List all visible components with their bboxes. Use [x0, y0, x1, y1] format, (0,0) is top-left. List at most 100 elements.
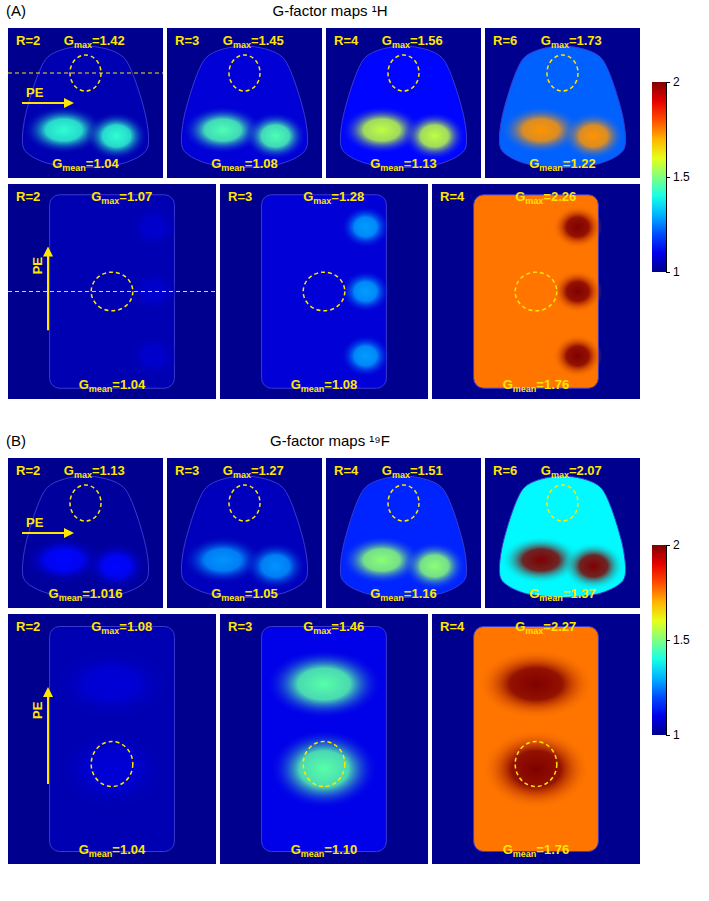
gmax-label: Gmax=1.56: [382, 33, 443, 50]
gmean-label: Gmean=1.16: [370, 586, 437, 603]
label-subscript: max: [74, 470, 92, 480]
tick: 1.5: [666, 170, 690, 184]
phantom-body: [499, 46, 625, 168]
panel-background: [8, 28, 163, 178]
label-subscript: mean: [539, 593, 563, 603]
section: (A)G-factor maps ¹HPER=2Gmax=1.42Gmean=1…: [6, 2, 690, 399]
map-panel: PER=2Gmax=1.08Gmean=1.04: [8, 614, 216, 864]
panel-letter: (A): [6, 2, 26, 19]
label-subscript: mean: [89, 849, 113, 859]
plot-area: [485, 458, 640, 608]
map-panel: PER=2Gmax=1.07Gmean=1.04: [8, 184, 216, 399]
tick-mark: [666, 735, 670, 736]
section: (B)G-factor maps ¹⁹FPER=2Gmax=1.13Gmean=…: [6, 432, 690, 864]
roi: [303, 272, 345, 311]
label-part: =1.10: [324, 842, 357, 857]
tick-label: 2: [673, 538, 680, 552]
label-subscript: mean: [221, 593, 245, 603]
tick-mark: [666, 82, 670, 83]
reduction-label: R=3: [175, 463, 199, 478]
gmax-label: Gmax=2.26: [515, 189, 576, 206]
roi: [515, 272, 557, 311]
pe-label: PE: [30, 701, 45, 719]
tick: 2: [666, 75, 680, 89]
map-panel: R=3 Gmax=1.27 Gmean=1.05: [167, 458, 322, 608]
hotspot: [563, 542, 625, 590]
roi: [515, 742, 557, 787]
gmean-label: Gmean=1.08: [211, 156, 278, 173]
label-part: =1.42: [92, 33, 125, 48]
hotspot: [54, 649, 170, 719]
plot-area: [220, 184, 428, 399]
gmean-label: Gmean=1.10: [291, 842, 358, 859]
gmean-label: Gmean=1.05: [211, 586, 278, 603]
plot-area: [8, 458, 163, 608]
plot-area: [8, 184, 216, 399]
plot-area: [167, 458, 322, 608]
tick-label: 2: [673, 75, 680, 89]
phantom-body: [22, 476, 148, 598]
label-part: =1.27: [251, 463, 284, 478]
pe-label: PE: [26, 85, 44, 100]
roi: [91, 742, 133, 787]
label-part: G: [541, 33, 551, 48]
map-panel: R=3Gmax=1.28Gmean=1.08: [220, 184, 428, 399]
label-part: =1.76: [536, 377, 569, 392]
panel-background: [8, 614, 216, 864]
pe-arrow: [22, 102, 72, 104]
hotspot: [86, 542, 148, 590]
label-part: =1.05: [245, 586, 278, 601]
map-panel: R=6Gmax=2.07Gmean=1.37: [485, 458, 640, 608]
label-part: =1.16: [404, 586, 437, 601]
plot-area: [167, 28, 322, 178]
hotspot: [266, 649, 382, 719]
tick: 2: [666, 538, 680, 552]
label-part: =1.04: [112, 842, 146, 857]
gmean-label: Gmean=1.08: [291, 377, 358, 394]
gmax-label: Gmax=1.08: [91, 619, 152, 636]
label-subscript: mean: [221, 163, 245, 173]
label-part: G: [382, 463, 392, 478]
colorbar: [652, 545, 666, 735]
hotspot: [478, 649, 594, 719]
label-part: G: [223, 33, 233, 48]
map-panel: R=3Gmax=1.46Gmean=1.10: [220, 614, 428, 864]
phantom-body: [474, 627, 599, 852]
section-title: G-factor maps ¹⁹F: [270, 432, 390, 449]
plot-area: [326, 28, 481, 178]
label-part: G: [382, 33, 392, 48]
roi: [388, 485, 419, 521]
pe-arrow: [47, 689, 49, 784]
hotspot: [553, 335, 603, 378]
label-subscript: mean: [301, 849, 325, 859]
axis-line: [667, 83, 671, 273]
panel-background: [326, 458, 481, 608]
label-part: G: [541, 463, 551, 478]
gmax-label: Gmax=1.46: [303, 619, 364, 636]
gmean-label: Gmean=1.016: [49, 586, 123, 603]
hotspot: [245, 542, 307, 590]
label-part: G: [303, 189, 313, 204]
panel-background: [220, 614, 428, 864]
figure: (A)G-factor maps ¹HPER=2Gmax=1.42Gmean=1…: [0, 0, 709, 901]
label-part: =1.07: [119, 189, 152, 204]
gmax-label: Gmax=1.27: [223, 463, 284, 480]
tick-label: 1: [673, 728, 680, 742]
roi: [229, 485, 260, 521]
reduction-label: R=4: [440, 619, 465, 634]
label-subscript: max: [392, 470, 410, 480]
plot-area: [326, 458, 481, 608]
label-part: G: [91, 189, 101, 204]
panel-background: [432, 184, 640, 399]
pe-label: PE: [30, 257, 45, 275]
reduction-label: R=4: [334, 33, 359, 48]
label-part: G: [503, 377, 513, 392]
label-part: =2.07: [569, 463, 602, 478]
label-part: =2.26: [543, 189, 576, 204]
label-subscript: max: [551, 470, 569, 480]
plot-area: [220, 614, 428, 864]
label-part: =1.73: [569, 33, 602, 48]
label-part: =1.22: [563, 156, 596, 171]
roi: [91, 272, 133, 311]
label-part: =1.13: [92, 463, 125, 478]
